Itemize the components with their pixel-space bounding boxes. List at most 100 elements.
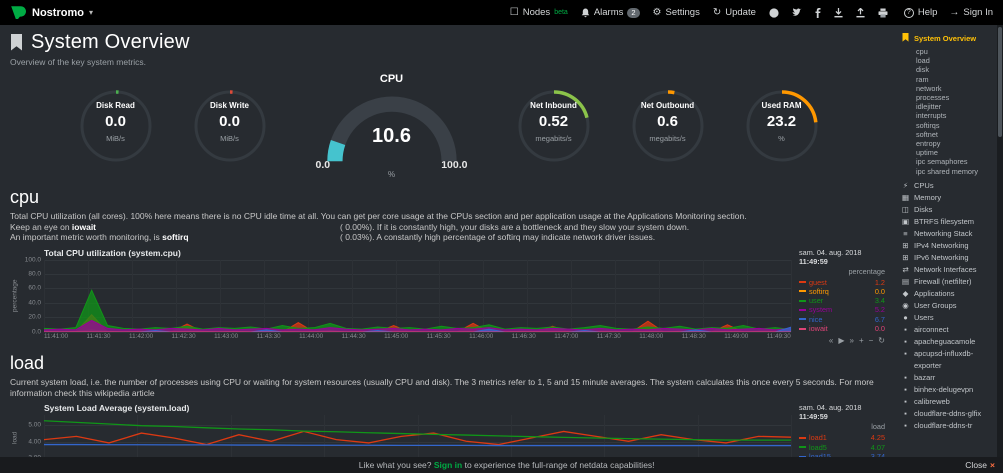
zoom-in-icon[interactable]: +	[858, 336, 864, 346]
cpu-x-axis: 11:41:00 11:41:30 11:42:00 11:42:30 11:43:00…	[44, 333, 791, 340]
gauge-value: 0.52	[538, 113, 569, 130]
footer-close-button[interactable]: Close ×	[965, 460, 995, 470]
legend-value: 6.7	[874, 314, 885, 324]
sidebar-subitem-disk[interactable]: disk	[916, 65, 929, 75]
gauge-unit: MiB/s	[106, 134, 125, 143]
load-chart-canvas	[44, 415, 791, 457]
facebook-button[interactable]	[815, 7, 821, 18]
cpu-plot-area[interactable]	[44, 259, 792, 333]
x-tick-label: 11:49:30	[766, 332, 791, 340]
zoom-out-icon[interactable]: −	[868, 336, 874, 346]
sidebar-item-memory[interactable]: ▦ Memory	[901, 192, 942, 202]
sidebar-subitem-load[interactable]: load	[916, 56, 930, 66]
sidebar-item-disks[interactable]: ◫ Disks	[901, 204, 933, 214]
gauge-used-ram[interactable]: Used RAM 23.2%	[740, 84, 824, 168]
sidebar-subitem-interrupts[interactable]: interrupts	[916, 111, 947, 121]
scrollbar[interactable]	[997, 25, 1003, 457]
github-button[interactable]	[769, 7, 779, 18]
sidebar-subitem-softnet[interactable]: softnet	[916, 129, 938, 139]
gauge-disk-read[interactable]: Disk Read 0.0 MiB/s	[74, 84, 158, 168]
x-tick-label: 11:45:30	[426, 332, 451, 340]
sidebar-item-users[interactable]: ● Users	[901, 312, 995, 324]
container-icon: ▪	[904, 348, 907, 358]
load-plot-area[interactable]	[44, 415, 792, 457]
sidebar-item-ipv4-networking[interactable]: ⊞ IPv4 Networking	[902, 240, 969, 250]
legend-row-iowait[interactable]: iowait 0.0	[799, 324, 885, 333]
legend-row-softirq[interactable]: softirq 0.0	[799, 287, 885, 296]
gauge-net-inbound[interactable]: Net Inbound 0.52 megabits/s	[512, 84, 596, 168]
legend-row-load1[interactable]: load1 4.25	[799, 433, 885, 442]
signin-button[interactable]: → Sign In	[949, 6, 993, 18]
scrollbar-thumb[interactable]	[998, 27, 1002, 137]
bookmark-icon	[10, 34, 23, 51]
pan-backward-icon[interactable]: «	[828, 336, 834, 346]
gauge-label: Net Outbound	[640, 101, 695, 110]
sidebar-subitem-ram[interactable]: ram	[916, 74, 929, 84]
sidebar-item-bazarr[interactable]: ▪ bazarr	[901, 372, 995, 384]
nodes-button[interactable]: ☐ Nodes beta	[509, 6, 568, 18]
y-tick-label: 0.0	[31, 328, 41, 335]
legend-row-guest[interactable]: guest 1.2	[799, 278, 885, 287]
sidebar-item-airconnect[interactable]: ▪ airconnect	[901, 324, 995, 336]
sidebar-item-applications[interactable]: ◆ Applications	[902, 288, 955, 298]
legend-row-nice[interactable]: nice 6.7	[799, 315, 885, 324]
cpu-chart-toolbox: « ▶ » + − ↻	[799, 336, 885, 345]
cpu-legend: sam. 04. aug. 2018 11:49:59 percentage g…	[791, 247, 887, 345]
gauge-unit: %	[778, 134, 785, 143]
y-tick-label: 40.0	[28, 299, 41, 307]
legend-date: sam. 04. aug. 2018	[799, 247, 862, 257]
sidebar-subitem-cpu[interactable]: cpu	[916, 47, 928, 56]
alarms-button[interactable]: Alarms 2	[581, 7, 640, 18]
metric-value: ( 0.03%).	[340, 232, 375, 242]
help-button[interactable]: ? Help	[903, 7, 937, 18]
import-snapshot-button[interactable]	[834, 7, 843, 18]
sidebar-item-user-groups[interactable]: ◉ User Groups	[902, 300, 957, 310]
play-icon[interactable]: ▶	[838, 336, 845, 346]
sidebar-item-btrfs-filesystem[interactable]: ▣ BTRFS filesystem	[901, 216, 975, 226]
cpu-gauge-title: CPU	[379, 73, 404, 85]
footer-signin-link[interactable]: Sign in	[433, 460, 463, 470]
sidebar-subitem-processes[interactable]: processes	[916, 93, 950, 103]
sidebar-subitem-idlejitter[interactable]: idlejitter	[916, 102, 942, 112]
cpu-gauge[interactable]: CPU 10.6 0.0 100.0 %	[308, 73, 476, 179]
ipv4-icon: ⊞	[902, 240, 909, 250]
gauge-net-outbound[interactable]: Net Outbound 0.6 megabits/s	[626, 84, 710, 168]
sidebar-item-apcupsd-influxdb-exporter[interactable]: ▪ apcupsd-influxdb-exporter	[901, 348, 995, 372]
sidebar-subitem-ipc-shared-memory[interactable]: ipc shared memory	[916, 166, 979, 176]
sidebar-subitem-uptime[interactable]: uptime	[916, 148, 938, 158]
sidebar-item-system-overview[interactable]: System Overview	[901, 33, 995, 45]
sidebar-item-networking-stack[interactable]: ≡ Networking Stack	[901, 228, 995, 240]
print-button[interactable]	[878, 8, 888, 18]
settings-button[interactable]: ⚙ Settings	[652, 6, 700, 18]
sidebar-item-cpus[interactable]: ⚡ CPUs	[902, 180, 934, 190]
reset-zoom-icon[interactable]: ↻	[878, 336, 885, 346]
legend-row-load5[interactable]: load5 4.07	[799, 443, 885, 452]
export-snapshot-button[interactable]	[856, 7, 865, 18]
sidebar-item-binhex-delugevpn[interactable]: ▪ binhex-delugevpn	[901, 384, 995, 396]
y-tick-label: 100.0	[24, 256, 41, 263]
update-button[interactable]: ↻ Update	[712, 6, 756, 18]
sidebar-item-ipv6-networking[interactable]: ⊞ IPv6 Networking	[902, 252, 969, 262]
node-selector[interactable]: Nostromo ▾	[10, 5, 93, 20]
signin-arrow-icon: →	[949, 6, 960, 18]
sidebar-item-apacheguacamole[interactable]: ▪ apacheguacamole	[901, 336, 995, 348]
gauge-disk-write[interactable]: Disk Write 0.0 MiB/s	[188, 84, 272, 168]
legend-name: iowait	[809, 323, 828, 333]
legend-row-load15[interactable]: load15 3.74	[799, 452, 885, 457]
sidebar-subitem-ipc-semaphores[interactable]: ipc semaphores	[916, 157, 968, 167]
legend-row-user[interactable]: user 3.4	[799, 296, 885, 305]
sidebar-subitem-softirqs[interactable]: softirqs	[916, 120, 940, 130]
legend-row-system[interactable]: system 5.2	[799, 305, 885, 314]
sidebar-item-cloudflare-ddns-tr[interactable]: ▪ cloudflare-ddns-tr	[901, 420, 995, 432]
sidebar-item-cloudflare-ddns-glfix[interactable]: ▪ cloudflare-ddns-glfix	[901, 408, 995, 420]
cpu-chart: Total CPU utilization (system.cpu) perce…	[10, 248, 887, 346]
sidebar-item-firewall-netfilter-[interactable]: ▤ Firewall (netfilter)	[901, 276, 972, 286]
pan-forward-icon[interactable]: »	[849, 336, 854, 346]
sidebar-subitem-entropy[interactable]: entropy	[916, 139, 941, 149]
sidebar-item-network-interfaces[interactable]: ⇄ Network Interfaces	[902, 264, 977, 274]
load-y-axis-label: load	[11, 432, 19, 445]
sidebar-item-calibreweb[interactable]: ▪ calibreweb	[901, 396, 995, 408]
twitter-button[interactable]	[792, 8, 802, 17]
container-icon: ▪	[904, 372, 907, 382]
sidebar-subitem-network[interactable]: network	[916, 83, 942, 93]
